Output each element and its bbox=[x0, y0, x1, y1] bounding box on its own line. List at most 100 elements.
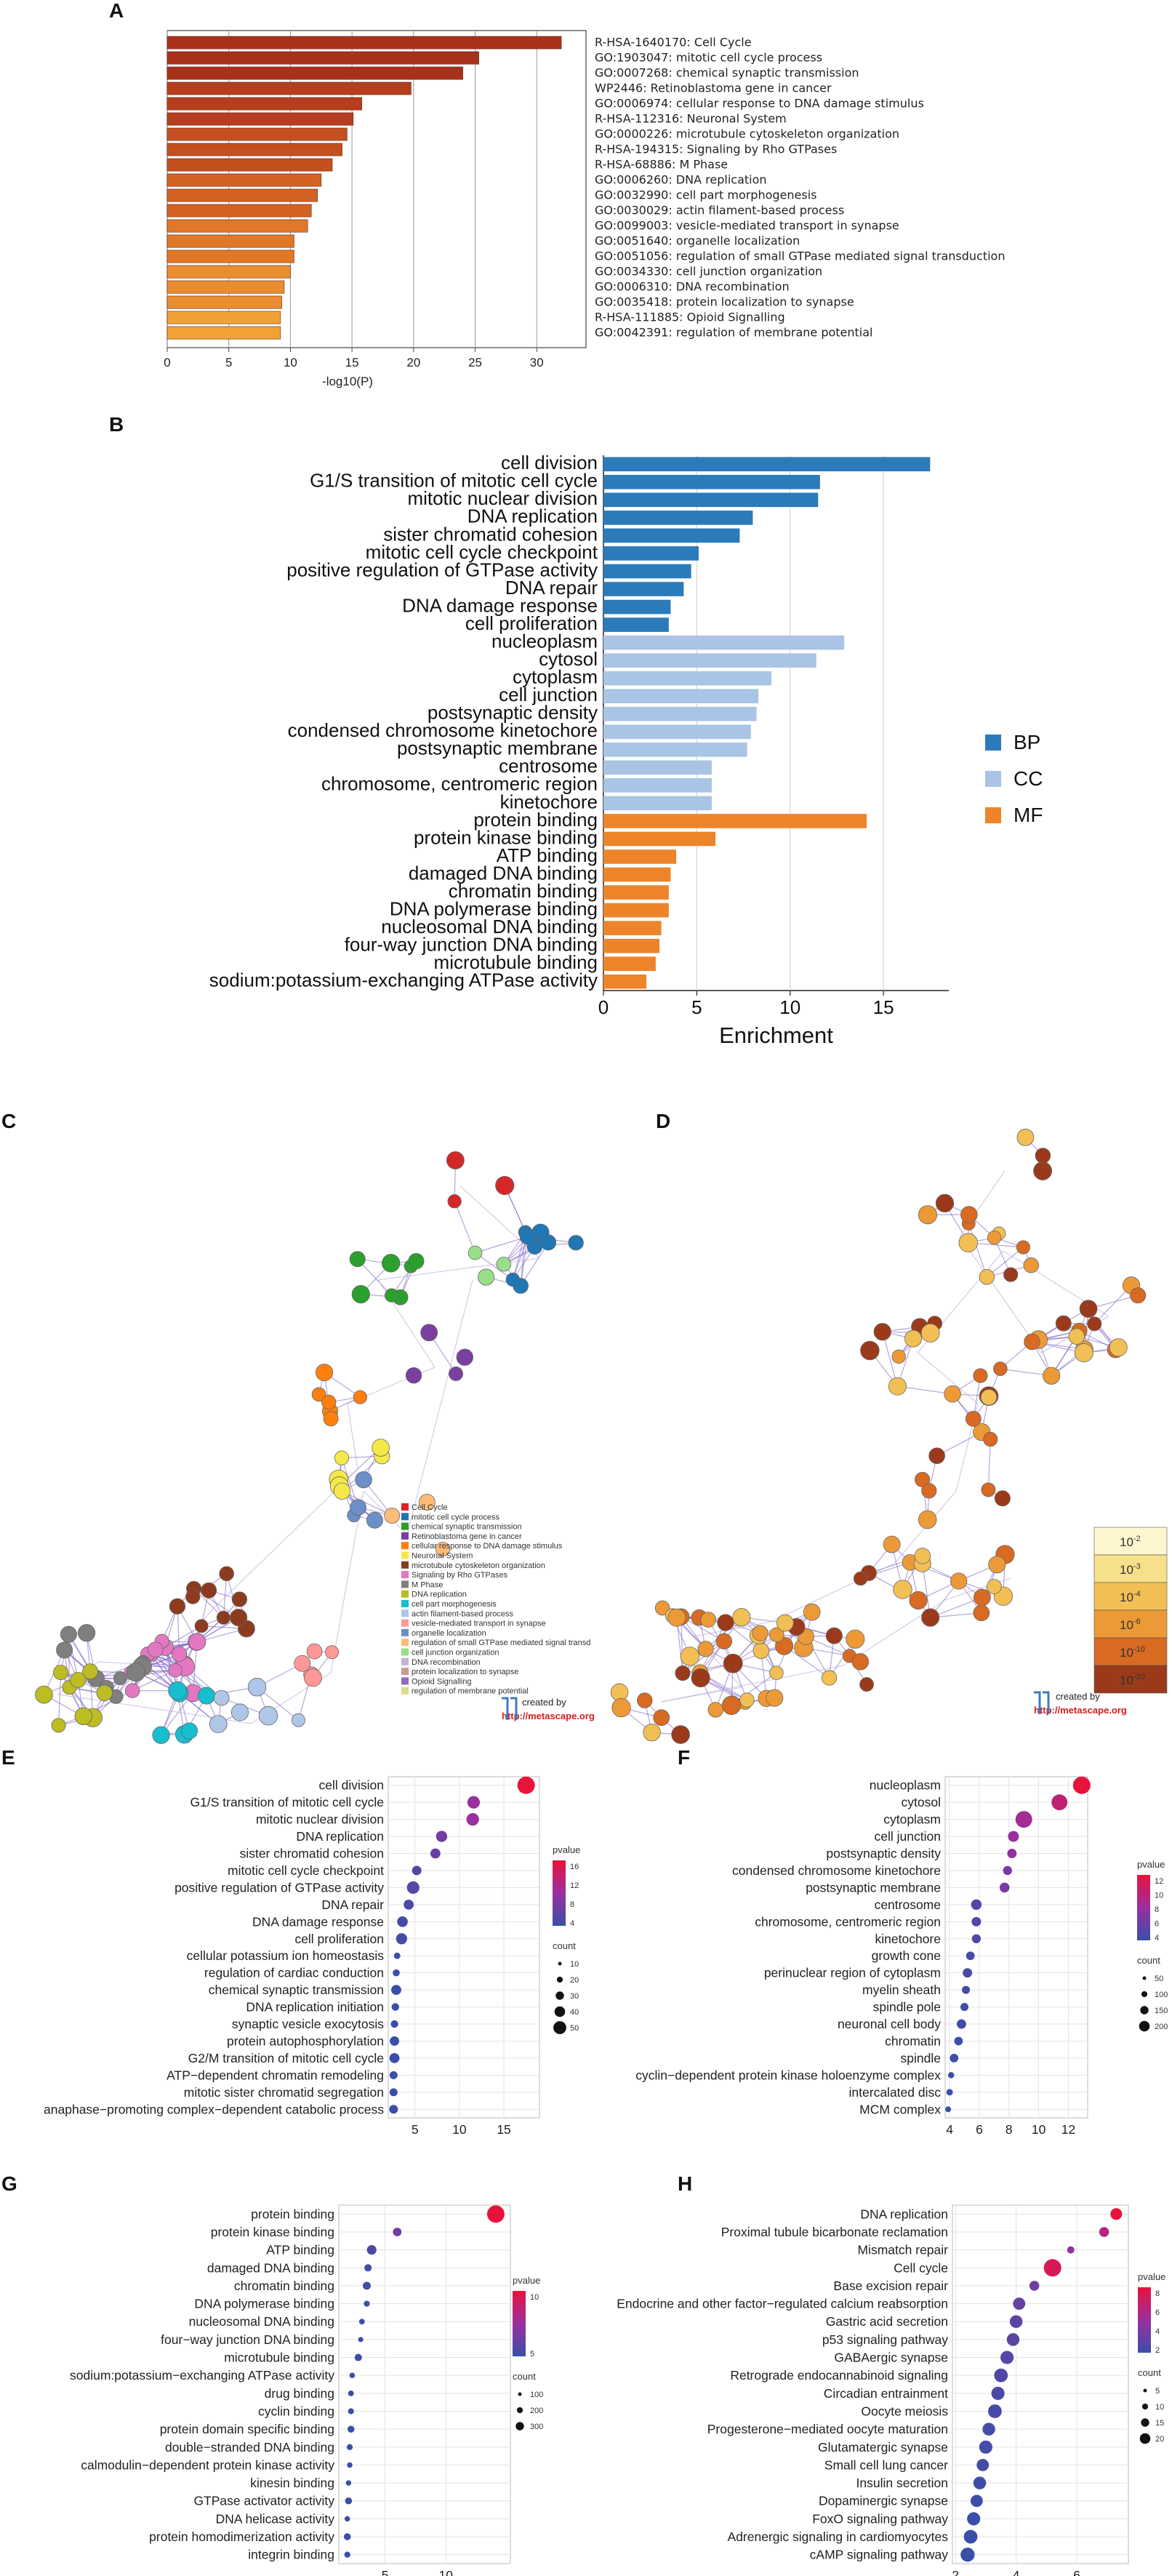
data-point bbox=[390, 2020, 398, 2028]
category-label: integrin binding bbox=[248, 2548, 334, 2562]
network-node bbox=[921, 1483, 937, 1499]
network-node bbox=[230, 1609, 248, 1627]
network-node bbox=[675, 1665, 691, 1681]
data-point bbox=[393, 1969, 400, 1977]
data-point bbox=[967, 2512, 981, 2526]
bar bbox=[603, 689, 759, 704]
data-point bbox=[343, 2533, 351, 2540]
network-node bbox=[230, 1703, 249, 1721]
category-label: mitotic sister chromatid segregation bbox=[184, 2085, 384, 2100]
network-node bbox=[294, 1655, 311, 1672]
legend-swatch bbox=[401, 1639, 409, 1647]
network-node bbox=[384, 1288, 399, 1303]
data-point bbox=[390, 2036, 400, 2046]
network-node bbox=[935, 1193, 955, 1213]
network-node bbox=[334, 1450, 350, 1465]
category-label: chromatin binding bbox=[234, 2279, 334, 2293]
x-tick-label: 6 bbox=[1073, 2568, 1080, 2576]
network-node bbox=[697, 1641, 714, 1657]
network-node bbox=[169, 1598, 186, 1615]
network-node bbox=[201, 1582, 217, 1599]
data-point bbox=[1067, 2246, 1075, 2254]
network-node bbox=[914, 1548, 931, 1564]
panel-label-E: E bbox=[1, 1746, 15, 1769]
network-node bbox=[231, 1591, 248, 1607]
data-point bbox=[1015, 1811, 1032, 1828]
bar bbox=[166, 219, 308, 233]
network-node bbox=[859, 1677, 874, 1692]
data-point bbox=[1013, 2297, 1026, 2310]
category-label: Circadian entrainment bbox=[824, 2386, 948, 2401]
legend-swatch bbox=[401, 1590, 409, 1598]
category-label: microtubule binding bbox=[224, 2351, 334, 2365]
data-point bbox=[971, 1934, 982, 1943]
bar bbox=[603, 492, 819, 508]
legend-swatch bbox=[401, 1609, 409, 1617]
network-node bbox=[1016, 1129, 1035, 1146]
color-tick: 10 bbox=[1155, 1892, 1163, 1900]
data-point bbox=[389, 2105, 398, 2114]
legend-label: DNA replication bbox=[412, 1591, 467, 1599]
data-point bbox=[389, 2053, 400, 2063]
x-tick-label: 0 bbox=[164, 356, 170, 369]
bar bbox=[166, 158, 333, 172]
bar bbox=[166, 188, 318, 202]
network-node bbox=[965, 1410, 982, 1427]
legend-swatch bbox=[401, 1668, 409, 1676]
category-label: Cell cycle bbox=[894, 2260, 948, 2275]
legend-label: 10-2 bbox=[1120, 1535, 1141, 1549]
data-point bbox=[393, 1952, 401, 1959]
network-edge bbox=[694, 1621, 771, 1637]
network-edge bbox=[357, 1258, 392, 1296]
network-node bbox=[1074, 1343, 1093, 1363]
chart-g: 5 10 protein binding protein kinase binding… bbox=[70, 2204, 543, 2576]
network-node bbox=[921, 1608, 940, 1627]
legend-label: MF bbox=[1014, 804, 1043, 826]
bar-label: cytoplasm bbox=[513, 666, 598, 688]
bar-label: ATP binding bbox=[497, 844, 598, 866]
network-edge bbox=[930, 1596, 983, 1618]
data-point bbox=[363, 2281, 371, 2290]
network-node bbox=[821, 1670, 838, 1686]
bar bbox=[603, 903, 669, 918]
network-node bbox=[60, 1625, 77, 1643]
network-node bbox=[752, 1642, 770, 1660]
network-node bbox=[147, 1641, 164, 1658]
legend-swatch bbox=[401, 1561, 409, 1569]
category-label: protein binding bbox=[251, 2207, 334, 2221]
data-point bbox=[1072, 1776, 1091, 1794]
network-d: 10-2 10-3 10-4 10-6 10-10 10-20 created by http… bbox=[610, 1129, 1168, 1744]
bar-label: DNA damage response bbox=[402, 594, 598, 616]
network-node bbox=[776, 1614, 794, 1632]
data-point bbox=[345, 2497, 353, 2505]
network-node bbox=[333, 1482, 351, 1500]
color-tick: 8 bbox=[570, 1900, 574, 1909]
category-label: chemical synaptic transmission bbox=[209, 1983, 384, 1997]
x-axis-label: Enrichment bbox=[719, 1023, 833, 1048]
data-point bbox=[393, 2228, 402, 2236]
size-legend-label: 30 bbox=[570, 1992, 579, 2001]
bar bbox=[603, 617, 669, 632]
size-legend-dot bbox=[554, 2006, 566, 2017]
category-label: DNA helicase activity bbox=[216, 2511, 335, 2526]
bar bbox=[603, 831, 716, 847]
category-label: Mismatch repair bbox=[858, 2243, 949, 2257]
legend-swatch bbox=[1093, 1665, 1168, 1694]
color-tick: 12 bbox=[570, 1881, 579, 1890]
x-tick-label: 15 bbox=[497, 2122, 510, 2137]
bar bbox=[166, 204, 312, 217]
category-label: regulation of cardiac conduction bbox=[204, 1966, 384, 1980]
bar-label: centrosome bbox=[499, 755, 598, 777]
legend-swatch bbox=[401, 1503, 409, 1511]
bar-label: cell division bbox=[501, 452, 598, 473]
bar bbox=[603, 885, 669, 900]
bar-label: GO:0000226: microtubule cytoskeleton org… bbox=[595, 127, 899, 140]
category-label: DNA repair bbox=[321, 1897, 384, 1912]
data-point bbox=[994, 2368, 1008, 2383]
legend-label: Neuronal System bbox=[412, 1552, 473, 1561]
bar-label: GO:0035418: protein localization to syna… bbox=[595, 295, 854, 308]
network-node bbox=[311, 1387, 326, 1402]
legend-label: 10-6 bbox=[1120, 1617, 1141, 1632]
network-node bbox=[891, 1349, 906, 1364]
